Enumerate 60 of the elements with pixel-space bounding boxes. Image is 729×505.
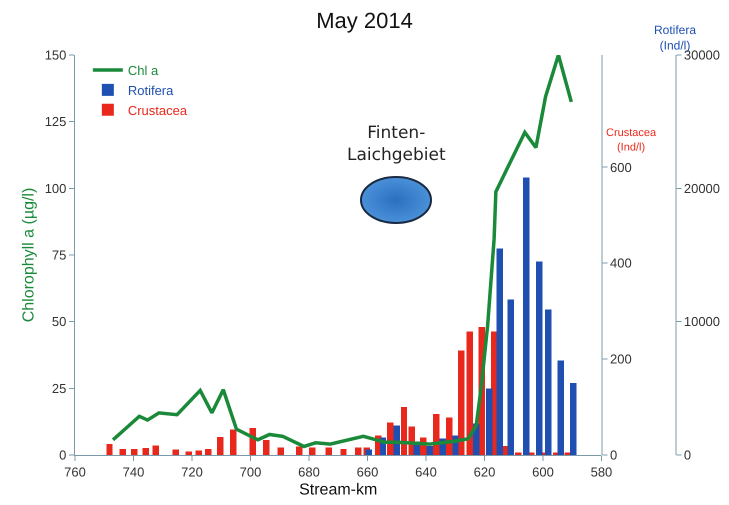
bar <box>466 331 474 455</box>
x-tick-label: 680 <box>298 464 320 480</box>
bar <box>196 450 202 455</box>
x-tick-label: 720 <box>181 464 203 480</box>
y-tick-label: 150 <box>44 48 66 63</box>
bar <box>340 449 347 455</box>
legend-label: Rotifera <box>128 82 174 98</box>
y-tick-label: 25 <box>52 380 66 396</box>
bar <box>131 449 138 455</box>
bar <box>326 447 332 455</box>
bar <box>119 449 126 455</box>
y3-axis-title: Crustacea (Ind/l) <box>606 127 658 154</box>
y-tick-label: 0 <box>59 448 66 463</box>
bar <box>230 430 236 455</box>
y2-tick-label: 0 <box>684 448 692 463</box>
bar <box>544 310 552 455</box>
y-tick-label: 75 <box>52 248 66 263</box>
y3-tick-label: 0 <box>610 448 618 463</box>
bar <box>523 178 530 455</box>
bar <box>278 447 284 455</box>
bar <box>558 360 564 455</box>
y-tick-label: 125 <box>44 114 66 130</box>
x-tick-label: 760 <box>64 464 86 480</box>
x-tick-label: 740 <box>122 464 144 480</box>
bar <box>186 452 192 455</box>
y3-tick-label: 400 <box>610 256 632 271</box>
bar <box>458 350 465 455</box>
x-tick-label: 620 <box>474 464 496 480</box>
y3-tick-label: 200 <box>610 352 632 367</box>
x-tick-label: 600 <box>532 464 554 480</box>
y2-tick-label: 20000 <box>684 180 720 196</box>
legend-label: Crustacea <box>128 102 188 118</box>
bar <box>263 440 270 455</box>
bar <box>142 448 149 455</box>
annotation: Finten- Laichgebiet <box>347 123 446 166</box>
x-tick-label: 700 <box>240 464 262 480</box>
y-tick-label: 50 <box>52 314 66 330</box>
bar <box>106 444 113 455</box>
x-tick-label: 660 <box>356 464 378 480</box>
y2-tick-label: 10000 <box>684 314 720 330</box>
bar <box>432 414 440 455</box>
y-tick-label: 100 <box>44 180 66 196</box>
chart-title: May 2014 <box>316 8 413 34</box>
bar <box>152 445 159 455</box>
legend-label: Chl a <box>128 63 159 78</box>
line-series <box>111 55 574 448</box>
bar <box>296 446 302 455</box>
bar <box>355 447 362 455</box>
y-axis-title: Chlorophyll a (µg/l) <box>20 188 38 322</box>
bar <box>308 447 316 455</box>
x-tick-label: 580 <box>590 464 612 480</box>
bar <box>172 450 179 455</box>
x-axis-title: Stream-km <box>299 481 378 498</box>
bar <box>570 382 576 455</box>
y3-tick-label: 600 <box>610 160 632 175</box>
x-tick-label: 640 <box>415 464 437 480</box>
bar <box>216 436 224 455</box>
bar <box>205 449 212 455</box>
bar <box>536 262 542 455</box>
bar <box>508 300 514 455</box>
